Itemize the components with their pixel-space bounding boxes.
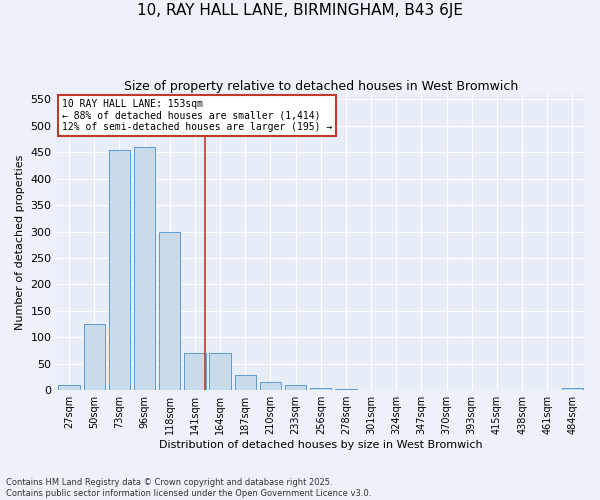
Bar (235, 376, 256, 390)
Bar (184, 353, 206, 390)
Bar (83, 324, 105, 390)
Text: 10 RAY HALL LANE: 153sqm
← 88% of detached houses are smaller (1,414)
12% of sem: 10 RAY HALL LANE: 153sqm ← 88% of detach… (62, 98, 332, 132)
Title: Size of property relative to detached houses in West Bromwich: Size of property relative to detached ho… (124, 80, 518, 93)
Y-axis label: Number of detached properties: Number of detached properties (15, 154, 25, 330)
Bar (134, 147, 155, 390)
Text: 10, RAY HALL LANE, BIRMINGHAM, B43 6JE: 10, RAY HALL LANE, BIRMINGHAM, B43 6JE (137, 2, 463, 18)
Bar (109, 150, 130, 390)
Bar (58, 385, 80, 390)
Bar (260, 382, 281, 390)
Bar (285, 385, 307, 390)
Bar (310, 388, 331, 390)
Bar (335, 388, 356, 390)
Text: Contains HM Land Registry data © Crown copyright and database right 2025.
Contai: Contains HM Land Registry data © Crown c… (6, 478, 371, 498)
Bar (562, 388, 583, 390)
Bar (159, 232, 181, 390)
X-axis label: Distribution of detached houses by size in West Bromwich: Distribution of detached houses by size … (159, 440, 482, 450)
Bar (209, 353, 231, 390)
